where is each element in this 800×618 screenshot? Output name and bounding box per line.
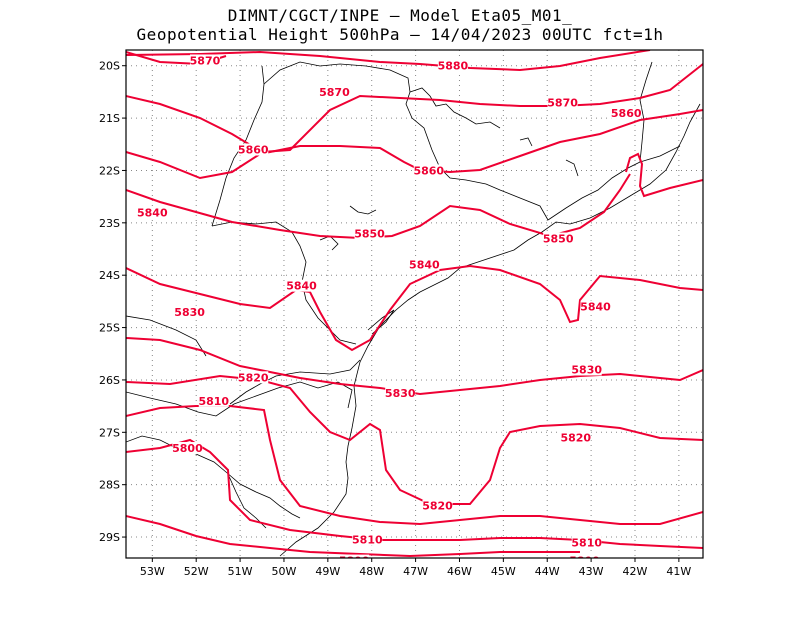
contour-label-bg [580,300,611,313]
lon-label: 41W [666,565,691,578]
lon-label: 46W [447,565,472,578]
contour-label-bg [543,232,574,245]
contour-label-bg [547,96,578,109]
geopotential-contours [126,50,703,558]
contour-label-bg [611,106,642,119]
contour-label-bg [413,164,444,177]
contour-label-bg [409,258,440,271]
map-title-line-2: Geopotential Height 500hPa – 14/04/2023 … [136,25,664,44]
contour-label: 5860 [611,107,642,120]
contour-labels: 5880 5870 5870 5870 5860 5860 5860 5850 5850 5840… [137,54,642,568]
lon-label: 52W [184,565,209,578]
map-title-line-1: DIMNT/CGCT/INPE – Model Eta05_M01_ [227,6,573,25]
contour-label: 5870 [190,54,221,67]
contour-label-bg [174,305,205,318]
contour-label-bg [172,442,203,455]
contour-label-bg [422,499,453,512]
contour-label: 5880 [438,60,469,73]
contour-label-bg [571,363,602,376]
contour-label-bg [571,536,602,549]
contour-label-bg [385,387,416,400]
contour-label: 5870 [547,96,578,109]
lon-label: 51W [228,565,253,578]
lat-label: 29S [99,531,120,544]
contour-label: 5820 [422,500,453,513]
contour-label: 5850 [543,233,574,246]
contour-label-bg [137,206,168,219]
contour-label-bg [286,279,317,292]
lon-label: 43W [579,565,604,578]
contour-label-bg [437,59,468,72]
lon-label: 42W [623,565,648,578]
contour-label-bg [560,431,591,444]
contour-label: 5810 [198,395,229,408]
lat-label: 25S [99,322,120,335]
lat-label: 24S [99,269,120,282]
contour-label: 5820 [560,432,591,445]
contour-label: 5840 [137,206,168,219]
contour-label-bg [339,554,370,558]
contour-label: 5800 [569,555,600,568]
lon-label: 50W [272,565,297,578]
lat-label: 23S [99,217,120,230]
lat-lon-grid [126,50,703,558]
contour-label: 5870 [319,86,350,99]
contour-label-bg [569,554,600,558]
lat-label: 26S [99,374,120,387]
contour-label-bg [189,54,220,67]
contour-label-bg [238,371,269,384]
contour-label: 5800 [339,555,370,568]
lon-label: 49W [315,565,340,578]
axis-ticks: 20S 21S 22S 23S 24S 25S 26S 27S 28S 29S 53W 52W 51W 5… [99,60,691,578]
lat-label: 28S [99,479,120,492]
contour-label: 5810 [571,536,602,549]
contour-label: 5850 [354,227,385,240]
contour-label: 5840 [580,301,611,314]
contour-label: 5820 [238,371,269,384]
contour-label-bg [198,394,229,407]
contour-label: 5800 [172,442,203,455]
contour-label: 5840 [286,280,317,293]
contour-label: 5830 [385,387,416,400]
map-frame [125,49,704,559]
lon-label: 53W [140,565,165,578]
contour-label: 5840 [409,259,440,272]
contour-label-bg [352,533,383,546]
contour-label: 5860 [238,144,269,157]
contour-label-bg [354,227,385,240]
lon-label: 47W [403,565,428,578]
contour-label: 5810 [352,534,383,547]
contour-label-bg [319,85,350,98]
lat-label: 27S [99,426,120,439]
coastline-and-borders [126,61,701,557]
lat-label: 20S [99,60,120,73]
lat-label: 22S [99,164,120,177]
contour-label: 5860 [413,164,444,177]
lon-label: 44W [535,565,560,578]
lon-label: 48W [359,565,384,578]
contour-label-bg [238,143,269,156]
contour-label: 5830 [571,363,602,376]
contour-label: 5830 [174,306,205,319]
lat-label: 21S [99,112,120,125]
lon-label: 45W [491,565,516,578]
